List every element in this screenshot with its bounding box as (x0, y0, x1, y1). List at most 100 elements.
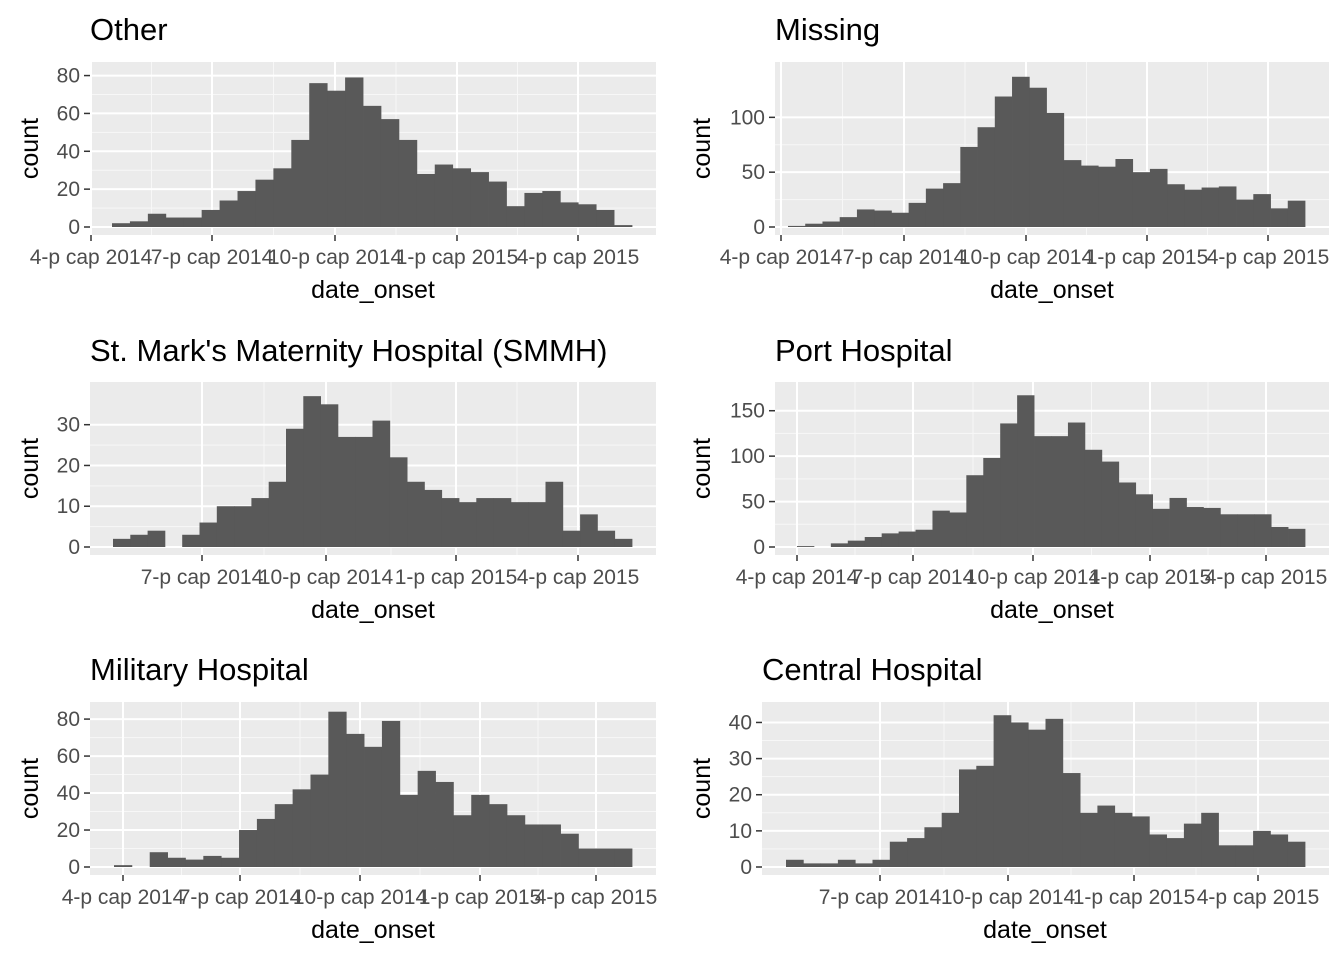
histogram-bar (1270, 834, 1289, 867)
histogram-bar (994, 96, 1013, 227)
x-tick-label: 4-p cap 2015 (1205, 566, 1328, 589)
histogram-bar (788, 225, 806, 227)
y-tick-label: 0 (68, 856, 80, 879)
histogram-bar (562, 530, 581, 547)
histogram-bar (1169, 497, 1187, 547)
histogram-bar (1080, 812, 1098, 867)
histogram-bar (1184, 189, 1202, 227)
histogram-bar (855, 863, 873, 867)
histogram-bar (856, 209, 875, 227)
histogram-bar (1114, 812, 1133, 867)
histogram-bar (199, 522, 218, 547)
histogram-bar (596, 209, 615, 227)
histogram-bar (524, 192, 543, 227)
y-tick-label: 10 (729, 820, 752, 843)
histogram-bar (441, 498, 460, 547)
histogram-bar (147, 213, 167, 227)
histogram-bar (614, 538, 633, 547)
histogram-bar (1203, 507, 1221, 547)
histogram-bar (805, 223, 823, 227)
histogram-bar (399, 794, 419, 867)
histogram-bar (560, 833, 579, 867)
y-tick-label: 80 (57, 65, 80, 88)
histogram-bar (597, 530, 616, 547)
x-axis-label: date_onset (990, 596, 1114, 624)
x-tick-label: 10-p cap 2014 (959, 246, 1094, 269)
histogram-bar (129, 221, 149, 227)
histogram-bar (898, 531, 916, 547)
histogram-bar (614, 848, 633, 867)
histogram-bar (891, 212, 910, 227)
histogram-bar (268, 481, 287, 547)
histogram-bar (1149, 168, 1168, 227)
x-tick-label: 4-p cap 2015 (517, 566, 640, 589)
x-tick-label: 7-p cap 2014 (843, 246, 966, 269)
y-tick-label: 0 (68, 536, 80, 559)
y-tick-label: 40 (57, 140, 80, 163)
x-tick-label: 4-p cap 2014 (30, 246, 153, 269)
histogram-bar (959, 769, 977, 867)
panel-title: Other (90, 12, 168, 47)
histogram-bar (493, 498, 512, 547)
histogram-bar (310, 774, 329, 867)
x-tick-label: 1-p cap 2015 (1089, 566, 1212, 589)
histogram-bar (112, 223, 131, 227)
x-tick-label: 7-p cap 2014 (141, 566, 264, 589)
histogram-bar (786, 859, 804, 867)
histogram-bar (416, 174, 436, 227)
histogram-bar (1270, 208, 1289, 227)
histogram-bar (864, 537, 883, 547)
histogram-bar (255, 179, 274, 227)
histogram-bar (803, 863, 821, 867)
histogram-bar (614, 225, 633, 227)
histogram-bar (889, 841, 908, 867)
histogram-bar (130, 534, 148, 547)
histogram-bar (1201, 812, 1219, 867)
histogram-bar (234, 506, 252, 547)
y-tick-label: 100 (730, 445, 765, 468)
histogram-bar (524, 824, 544, 867)
x-tick-label: 7-p cap 2014 (819, 886, 942, 909)
histogram-bar (820, 863, 839, 867)
histogram-bar (1045, 718, 1064, 867)
y-axis-label: count (688, 758, 716, 819)
histogram-bar (528, 502, 546, 547)
histogram-bar (380, 119, 400, 227)
histogram-bar (1236, 199, 1254, 227)
histogram-bar (114, 865, 133, 867)
histogram-bar (881, 533, 899, 547)
histogram-bar (1028, 729, 1046, 867)
histogram-bar (147, 530, 166, 547)
histogram-bar (1183, 823, 1202, 867)
histogram-bar (1152, 508, 1170, 547)
histogram-bar (407, 481, 425, 547)
histogram-bar (943, 183, 961, 227)
y-tick-label: 0 (740, 856, 752, 879)
histogram-bar (237, 191, 256, 227)
x-tick-label: 4-p cap 2014 (62, 886, 185, 909)
histogram-bar (251, 498, 270, 547)
histogram-bar (1029, 87, 1047, 227)
histogram-bar (1000, 423, 1018, 547)
histogram-bar (149, 852, 168, 867)
histogram-bar (1253, 830, 1271, 867)
x-tick-label: 1-p cap 2015 (1086, 246, 1209, 269)
x-tick-label: 1-p cap 2015 (396, 246, 519, 269)
histogram-bar (506, 206, 525, 227)
histogram-bar (966, 475, 984, 547)
histogram-bar (372, 420, 391, 547)
histogram-bar (1218, 186, 1237, 227)
histogram-bar (239, 830, 258, 867)
histogram-bar (1254, 514, 1272, 547)
histogram-bar (435, 781, 454, 867)
y-tick-label: 80 (57, 708, 80, 731)
x-tick-label: 4-p cap 2015 (1197, 886, 1320, 909)
y-tick-label: 50 (742, 491, 765, 514)
histogram-bar (1063, 160, 1082, 227)
histogram-bar (1034, 436, 1052, 547)
x-tick-label: 1-p cap 2015 (1073, 886, 1196, 909)
y-axis-label: count (16, 758, 44, 819)
